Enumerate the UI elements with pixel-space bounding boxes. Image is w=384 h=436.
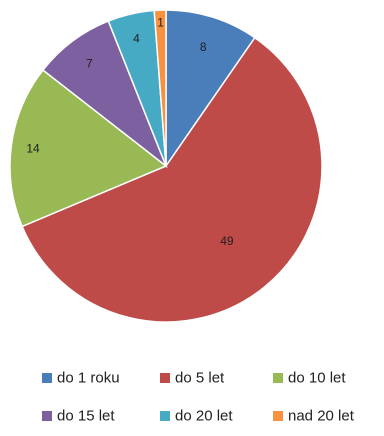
legend-item-do-10-let: do 10 let	[273, 370, 346, 387]
legend-swatch	[273, 411, 283, 421]
pie-data-labels: 8 49 14 7 4 1	[26, 16, 234, 249]
legend-item-do-20-let: do 20 let	[160, 408, 233, 425]
pie-slice-do-10-let	[9, 69, 168, 228]
legend-swatch	[42, 373, 52, 383]
legend-label: do 10 let	[288, 370, 346, 387]
legend-item-nad-20-let: nad 20 let	[273, 408, 355, 425]
legend-swatch	[273, 373, 283, 383]
pie-slice-do-5-let	[21, 36, 323, 323]
legend-label: do 1 roku	[57, 370, 120, 387]
legend-item-do-15-let: do 15 let	[42, 408, 115, 425]
data-label-do-1-roku: 8	[200, 40, 207, 54]
pie-slice-do-1-roku	[165, 9, 256, 169]
legend-swatch	[160, 373, 170, 383]
data-label-do-15-let: 7	[86, 57, 93, 71]
pie-slices	[9, 9, 323, 323]
legend-item-do-1-roku: do 1 roku	[42, 370, 120, 387]
legend-label: nad 20 let	[288, 408, 355, 425]
data-label-do-20-let: 4	[133, 31, 140, 45]
legend-label: do 20 let	[175, 408, 233, 425]
legend-swatch	[42, 411, 52, 421]
legend: do 1 roku do 5 let do 10 let do 15 let do 20…	[42, 370, 355, 425]
pie-slice-nad-20-let	[153, 9, 167, 167]
data-label-do-5-let: 49	[220, 234, 234, 248]
data-label-do-10-let: 14	[26, 141, 40, 155]
legend-label: do 15 let	[57, 408, 115, 425]
legend-swatch	[160, 411, 170, 421]
data-label-nad-20-let: 1	[157, 16, 164, 30]
legend-label: do 5 let	[175, 370, 225, 387]
legend-item-do-5-let: do 5 let	[160, 370, 225, 387]
